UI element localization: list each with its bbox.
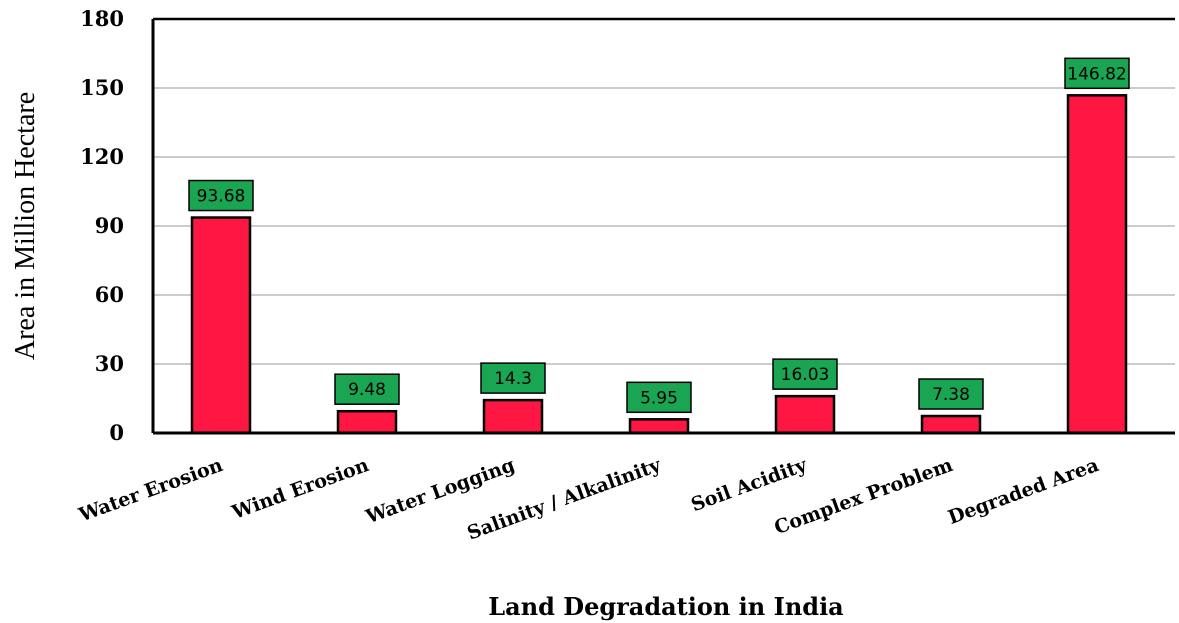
- x-tick-label: Wind Erosion: [228, 454, 371, 524]
- data-label-box: [480, 362, 546, 394]
- data-label: 146.82: [1067, 64, 1126, 84]
- y-tick-label: 60: [95, 282, 124, 307]
- bar: [482, 398, 544, 435]
- data-label: 5.95: [640, 388, 678, 408]
- y-tick-label: 0: [109, 420, 124, 445]
- data-label-box: [334, 373, 400, 405]
- data-label-box: [1064, 57, 1130, 90]
- data-label: 9.48: [348, 380, 386, 400]
- bar: [1066, 94, 1128, 435]
- data-labels: 93.68 9.48 14.3 5.95 16.03 7.38 146.82: [188, 57, 1130, 414]
- y-tick-label: 90: [95, 213, 124, 238]
- bar: [336, 409, 398, 435]
- data-label: 14.3: [494, 369, 532, 389]
- data-label: 16.03: [781, 365, 830, 385]
- y-tick-label: 30: [95, 351, 124, 376]
- x-tick-label: Water Erosion: [75, 454, 226, 527]
- bar: [920, 414, 982, 435]
- axes: [151, 17, 1175, 435]
- bars: [190, 94, 1128, 435]
- bar: [774, 394, 836, 435]
- y-tick-label: 180: [80, 6, 124, 31]
- y-tick-label: 150: [80, 75, 124, 100]
- y-tick-labels: 0 30 60 90 120 150 180: [80, 6, 124, 445]
- y-tick-label: 120: [80, 144, 124, 169]
- x-tick-label: Degraded Area: [945, 454, 1102, 529]
- x-axis-title: Land Degradation in India: [488, 592, 843, 621]
- data-label-box: [626, 381, 692, 414]
- x-tick-label: Soil Acidity: [688, 454, 810, 516]
- data-label-box: [772, 358, 838, 390]
- bar: [628, 418, 690, 435]
- bar: [190, 216, 252, 435]
- gridlines: [153, 18, 1175, 365]
- data-label-box: [188, 179, 254, 212]
- data-label-box: [918, 378, 984, 410]
- data-label: 7.38: [932, 385, 970, 405]
- data-label: 93.68: [197, 187, 246, 207]
- y-axis-title: Area in Million Hectare: [10, 92, 41, 360]
